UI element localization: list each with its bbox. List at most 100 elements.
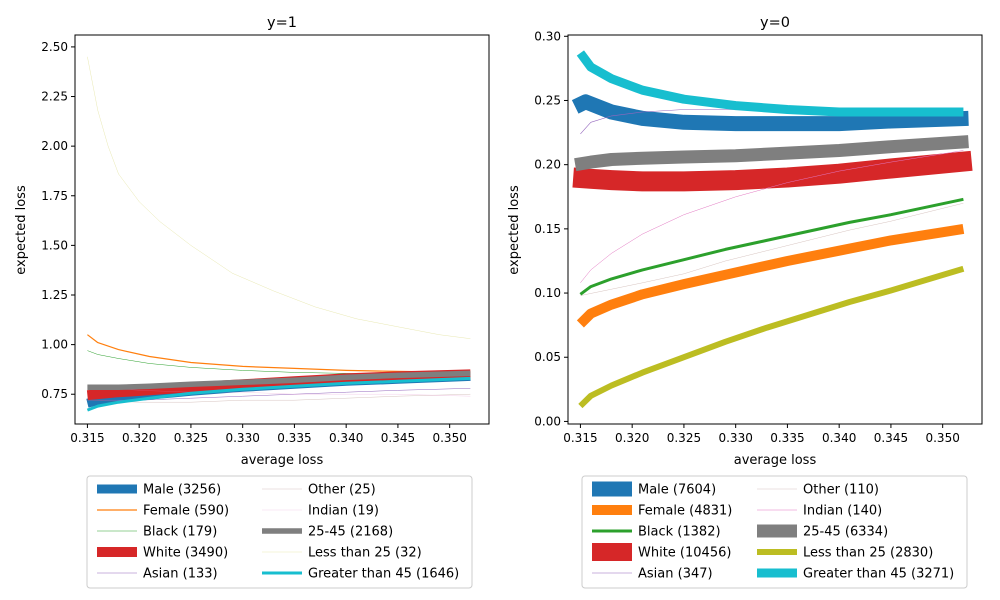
series-line bbox=[580, 202, 964, 296]
series-line bbox=[574, 135, 969, 172]
legend-label: White (10456) bbox=[638, 546, 731, 561]
y-tick-label: 0.20 bbox=[534, 158, 561, 172]
y-tick-label: 0.10 bbox=[534, 286, 561, 300]
y-axis-label: expected loss bbox=[507, 185, 522, 275]
y-axis-label: expected loss bbox=[14, 185, 29, 275]
chart-title: y=0 bbox=[760, 15, 790, 31]
legend-label: Greater than 45 (1646) bbox=[308, 567, 459, 582]
legend: Male (3256) Female (590) Black (179) White … bbox=[97, 483, 459, 582]
x-tick-label: 0.335 bbox=[277, 431, 311, 445]
legend-item: White (10456) bbox=[592, 543, 731, 561]
legend: Male (7604) Female (4831) Black (1382) Whit… bbox=[592, 481, 954, 582]
x-tick-label: 0.340 bbox=[329, 431, 363, 445]
legend-label: Less than 25 (32) bbox=[308, 546, 422, 561]
legend-label: Less than 25 (2830) bbox=[803, 546, 933, 561]
legend-item: Female (4831) bbox=[592, 504, 732, 519]
legend-item: Asian (347) bbox=[592, 567, 713, 582]
legend-item: White (3490) bbox=[97, 546, 228, 561]
x-axis: 0.315 0.320 0.325 0.330 0.335 0.340 0.345 0.350 bbox=[563, 424, 960, 445]
x-tick-label: 0.340 bbox=[822, 431, 856, 445]
legend-item: Male (7604) bbox=[592, 481, 716, 498]
series-line bbox=[87, 386, 471, 397]
y-tick-label: 0.05 bbox=[534, 350, 561, 364]
chart-y0: y=0 0.315 0.320 0.325 0.330 0.335 0.340 0.345 0… bbox=[507, 15, 983, 589]
x-tick-label: 0.315 bbox=[70, 431, 104, 445]
legend-item: Indian (140) bbox=[757, 504, 882, 519]
legend-label: Asian (347) bbox=[638, 567, 713, 582]
chart-title: y=1 bbox=[267, 15, 297, 31]
x-tick-label: 0.320 bbox=[122, 431, 156, 445]
series-line bbox=[87, 56, 471, 339]
series-line bbox=[576, 223, 965, 328]
x-tick-label: 0.345 bbox=[874, 431, 908, 445]
chart-y1: y=1 0.315 0.320 0.325 0.330 0.335 0.340 0.345 0… bbox=[14, 15, 490, 589]
plot-frame bbox=[74, 34, 490, 425]
series-line bbox=[571, 94, 969, 132]
y-tick-label: 1.50 bbox=[41, 238, 68, 252]
legend-item: Less than 25 (32) bbox=[262, 546, 422, 561]
x-tick-label: 0.325 bbox=[667, 431, 701, 445]
legend-label: 25-45 (2168) bbox=[308, 525, 393, 540]
x-tick-label: 0.330 bbox=[225, 431, 259, 445]
legend-label: Male (3256) bbox=[143, 483, 221, 498]
x-tick-label: 0.330 bbox=[718, 431, 752, 445]
series-line bbox=[580, 150, 964, 283]
legend-label: Other (25) bbox=[308, 483, 376, 498]
legend-item: Black (179) bbox=[97, 525, 217, 540]
legend-item: Greater than 45 (3271) bbox=[757, 567, 954, 582]
x-axis: 0.315 0.320 0.325 0.330 0.335 0.340 0.345 0.350 bbox=[70, 424, 467, 445]
legend-label: 25-45 (6334) bbox=[803, 525, 888, 540]
series-line bbox=[87, 393, 471, 403]
legend-label: Female (590) bbox=[143, 504, 229, 519]
y-tick-label: 0.00 bbox=[534, 414, 561, 428]
x-tick-label: 0.345 bbox=[381, 431, 415, 445]
legend-item: 25-45 (2168) bbox=[262, 525, 393, 540]
series-line bbox=[572, 150, 973, 192]
legend-label: Female (4831) bbox=[638, 504, 732, 519]
y-axis: 0.75 1.00 1.25 1.50 1.75 2.00 2.25 2.50 bbox=[41, 40, 75, 401]
x-tick-label: 0.315 bbox=[563, 431, 597, 445]
y-axis: 0.00 0.05 0.10 0.15 0.20 0.25 0.30 bbox=[534, 29, 568, 428]
legend-label: Asian (133) bbox=[143, 567, 218, 582]
series-line bbox=[87, 350, 471, 375]
y-tick-label: 0.75 bbox=[41, 387, 68, 401]
legend-item: Other (110) bbox=[757, 483, 879, 498]
legend-label: Black (179) bbox=[143, 525, 217, 540]
legend-label: Black (1382) bbox=[638, 525, 721, 540]
x-axis-label: average loss bbox=[241, 453, 324, 468]
plot-frame bbox=[567, 34, 983, 425]
x-tick-label: 0.350 bbox=[432, 431, 466, 445]
x-axis-label: average loss bbox=[734, 453, 817, 468]
series-line bbox=[87, 334, 471, 373]
y-tick-label: 2.25 bbox=[41, 90, 68, 104]
legend-label: Other (110) bbox=[803, 483, 879, 498]
legend-item: Greater than 45 (1646) bbox=[262, 567, 459, 582]
legend-label: White (3490) bbox=[143, 546, 228, 561]
legend-item: Indian (19) bbox=[262, 504, 379, 519]
legend-label: Greater than 45 (3271) bbox=[803, 567, 954, 582]
series-line bbox=[578, 265, 965, 409]
series-group bbox=[571, 50, 973, 409]
y-tick-label: 0.30 bbox=[534, 29, 561, 43]
series-line bbox=[579, 197, 964, 296]
y-tick-label: 0.15 bbox=[534, 222, 561, 236]
legend-label: Indian (140) bbox=[803, 504, 882, 519]
x-tick-label: 0.350 bbox=[925, 431, 959, 445]
legend-label: Male (7604) bbox=[638, 483, 716, 498]
x-tick-label: 0.320 bbox=[615, 431, 649, 445]
legend-item: Other (25) bbox=[262, 483, 376, 498]
y-tick-label: 2.00 bbox=[41, 139, 68, 153]
series-group bbox=[86, 56, 471, 412]
legend-item: Female (590) bbox=[97, 504, 229, 519]
legend-item: Black (1382) bbox=[592, 525, 721, 540]
y-tick-label: 1.00 bbox=[41, 338, 68, 352]
legend-item: Asian (133) bbox=[97, 567, 218, 582]
legend-label: Indian (19) bbox=[308, 504, 379, 519]
legend-item: 25-45 (6334) bbox=[757, 524, 888, 540]
x-tick-label: 0.335 bbox=[770, 431, 804, 445]
legend-item: Less than 25 (2830) bbox=[757, 546, 933, 561]
y-tick-label: 0.25 bbox=[534, 93, 561, 107]
series-line bbox=[576, 50, 964, 117]
y-tick-label: 2.50 bbox=[41, 40, 68, 54]
